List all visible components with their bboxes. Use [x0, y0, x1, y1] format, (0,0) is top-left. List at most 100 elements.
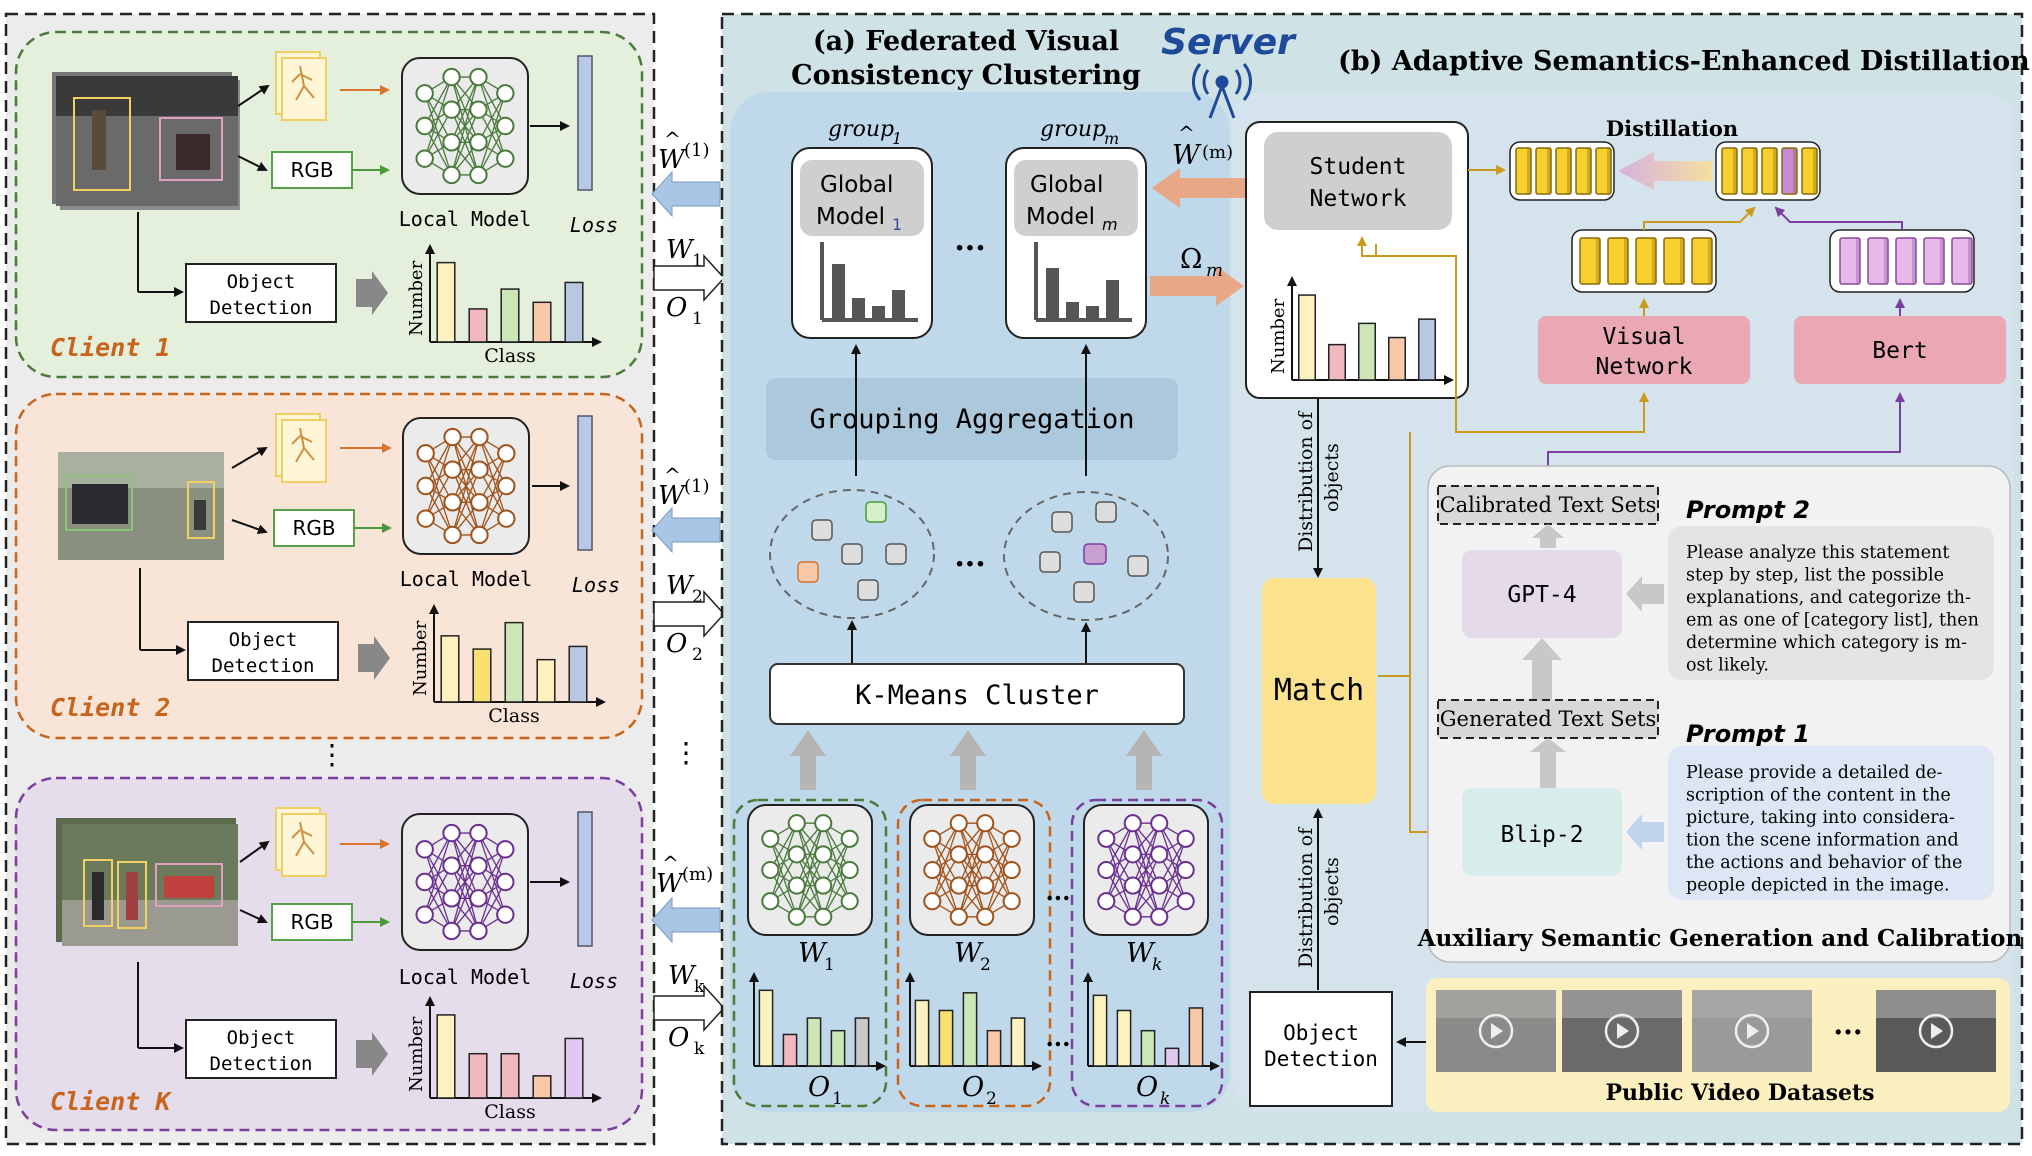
client-2-nn-node — [497, 444, 516, 463]
histogram-bar — [500, 288, 520, 343]
up-o-k-sub: k — [694, 1039, 705, 1059]
client-k-nn-edge — [450, 865, 480, 932]
match-label: Match — [1274, 673, 1364, 708]
client-k-nn-edge — [424, 832, 453, 915]
client-k-loss-label: Loss — [570, 969, 618, 993]
client-k-label: Client K — [50, 1087, 172, 1116]
local-model-k-frame — [1070, 798, 1224, 1108]
local-w-k: W — [1126, 938, 1156, 969]
feature-block — [1607, 237, 1629, 285]
client-1-nn-edge — [450, 76, 480, 143]
upward-grey-arrows — [790, 730, 1162, 790]
client-2-object-detection-box — [187, 621, 339, 681]
grouping-aggregation-label: Grouping Aggregation — [809, 404, 1134, 435]
client-1-local-model-network — [401, 57, 529, 195]
play-icon — [1918, 1013, 1954, 1049]
student-histogram: Number — [1268, 276, 1454, 385]
local-o-1: O — [808, 1072, 830, 1103]
client-2-nn-edge — [478, 485, 507, 536]
group-1-sub: 1 — [892, 129, 902, 148]
upload-arrow-2 — [653, 590, 726, 638]
global-model-m-line2: Model — [1026, 204, 1095, 230]
feature-block-shade — [1813, 148, 1817, 194]
client-2-nn-edge — [451, 436, 481, 503]
histogram-bar — [436, 261, 456, 343]
client-k-nn-node — [469, 889, 488, 908]
client-2-nn-node — [470, 427, 489, 447]
client-2-nn-edge — [451, 436, 481, 536]
client-2-rgb-label: RGB — [292, 516, 335, 540]
histogram-bar — [436, 1014, 456, 1099]
public-video-datasets-label: Public Video Datasets — [1605, 1080, 1874, 1106]
client-1-loss-label: Loss — [570, 213, 618, 237]
client-k-grey-arrow — [356, 1032, 388, 1076]
prompt1-arrow — [1626, 814, 1664, 850]
prompt2-box — [1668, 526, 1994, 680]
local-k-nn-node — [1123, 814, 1142, 833]
local-1-nn-node — [840, 829, 859, 848]
feature-block-shade — [1753, 148, 1757, 194]
feature-block — [1951, 237, 1973, 285]
histogram-bar — [468, 308, 488, 343]
global-model-m-line1: Global — [1030, 172, 1103, 198]
y-axis-label: Number — [1268, 298, 1289, 374]
prompt2-text: Please analyze this statement step by ste… — [1686, 543, 1979, 676]
client-k-nn-node — [442, 856, 461, 875]
local-k-nn-node — [1150, 845, 1169, 864]
local-o-2: O — [962, 1072, 984, 1103]
distribute-w-hat-arrow — [1152, 168, 1246, 208]
global-model-m-header — [1014, 160, 1138, 236]
client-1-nn-edge — [477, 93, 506, 176]
dist-objects-bottom-line2: objects — [1321, 857, 1343, 926]
local-1-nn-node — [814, 814, 833, 833]
videos-ellipsis: ... — [1833, 1008, 1862, 1041]
histogram-bar — [1092, 994, 1108, 1067]
client-k-rgb-label: RGB — [290, 910, 333, 934]
local-k-nn-edge — [1105, 822, 1134, 902]
local-model-1-network — [747, 804, 873, 936]
local-model-k-network — [1083, 804, 1209, 936]
dist-objects-bottom-line1: Distribution of — [1295, 826, 1317, 968]
local-k-nn-node — [1123, 876, 1142, 895]
client-k-local-model-network — [401, 813, 529, 951]
local-k-nn-node — [1150, 907, 1169, 926]
local-k-nn-node — [1176, 829, 1195, 848]
client-2-group: RGB Local Model Loss Object Detection Nu… — [14, 392, 644, 740]
local-1-nn-edge — [822, 838, 851, 918]
client-1-nn-edge — [477, 93, 506, 143]
feature-block-shade — [1856, 238, 1860, 284]
client-1-detection-line2: Detection — [210, 297, 313, 319]
local-2-nn-node — [949, 814, 968, 833]
feature-block — [1781, 147, 1798, 195]
local-2-nn-node — [976, 845, 995, 864]
group-m-label: group — [1040, 117, 1106, 142]
client-k-model-label: Local Model — [399, 965, 531, 989]
client-k-nn-node — [442, 823, 461, 843]
local-k-nn-node — [1176, 892, 1195, 911]
section-a-title-line2: Consistency Clustering — [791, 60, 1141, 91]
local-1-nn-node — [814, 876, 833, 895]
histogram-bar — [782, 1033, 798, 1067]
histogram-bar — [806, 1017, 822, 1067]
local-1-nn-node — [814, 845, 833, 864]
w-hat-k-caret: ^ — [662, 851, 679, 875]
feature-block — [1595, 147, 1612, 195]
histogram-bar — [468, 1052, 488, 1099]
cluster-points — [797, 501, 1149, 603]
local-1-nn-node — [840, 860, 859, 880]
gpt4-label: GPT-4 — [1507, 582, 1576, 608]
up-w-1-sub: 1 — [692, 251, 703, 271]
client-k-nn-node — [415, 905, 434, 924]
client-1-label: Client 1 — [50, 333, 170, 362]
client-1-nn-node — [415, 149, 434, 168]
server-detection-line1: Object — [1283, 1021, 1359, 1045]
local-model-2-frame — [896, 798, 1052, 1108]
w-hat-k-sup: (m) — [682, 864, 713, 885]
client-1-scene-image — [52, 72, 240, 210]
histogram-bar — [962, 992, 978, 1067]
up-w-2: W — [666, 571, 695, 601]
local-1-nn-node — [761, 860, 780, 880]
client-1-nn-node — [442, 133, 461, 152]
client-2-grey-arrow — [358, 636, 390, 680]
cluster-1 — [769, 489, 935, 619]
